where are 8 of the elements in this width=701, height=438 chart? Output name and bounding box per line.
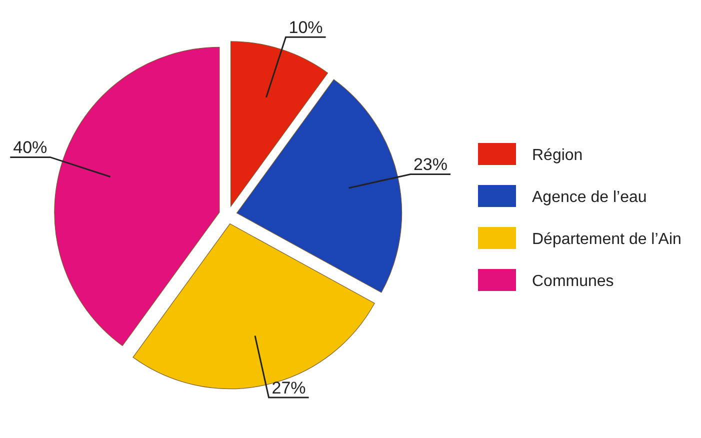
legend-label: Région bbox=[532, 147, 583, 164]
legend-label: Département de l’Ain bbox=[532, 231, 682, 248]
legend-label: Agence de l’eau bbox=[532, 189, 647, 206]
data-label: 10% bbox=[288, 18, 323, 38]
data-label: 27% bbox=[272, 378, 306, 398]
data-label: 23% bbox=[413, 155, 448, 174]
legend-label: Communes bbox=[532, 273, 614, 290]
data-label: 40% bbox=[13, 138, 48, 158]
